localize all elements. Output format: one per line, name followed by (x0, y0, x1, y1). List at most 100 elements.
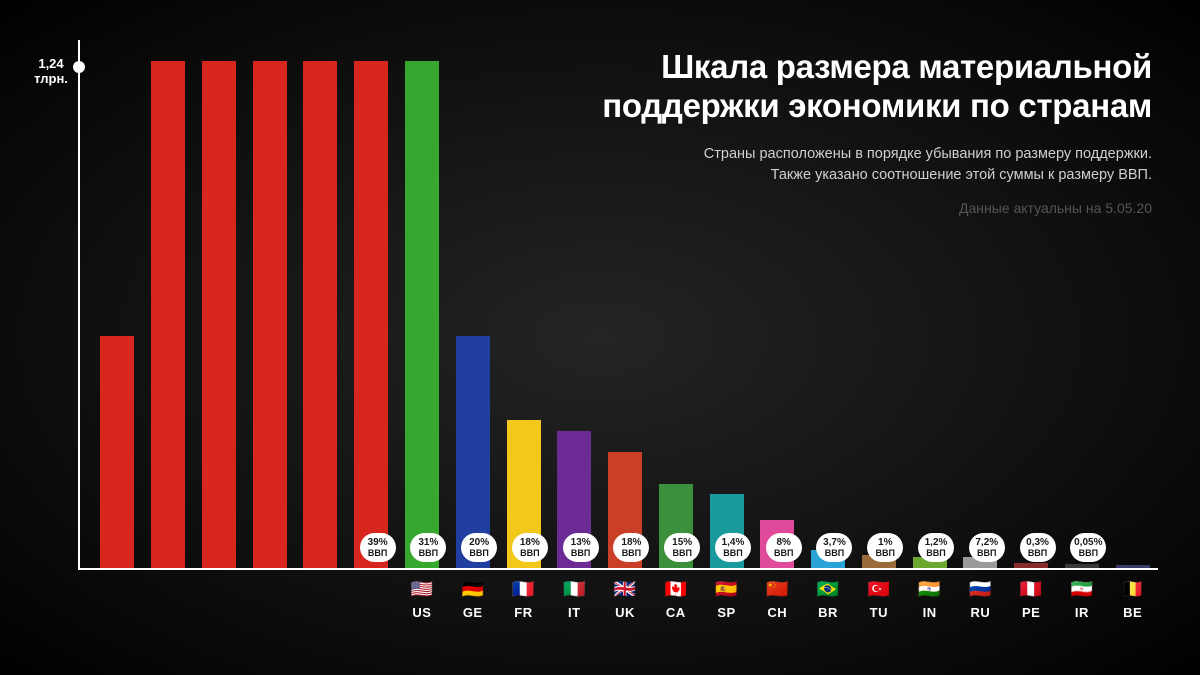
gdp-label: ВВП (918, 549, 954, 558)
bar-slot: 18%ВВП (650, 40, 701, 568)
gdp-badge: 18%ВВП (512, 533, 548, 562)
chart-area: 1,24 тлрн. 39%ВВП31%ВВП20%ВВП18%ВВП13%ВВ… (78, 40, 1158, 570)
gdp-badge: 39%ВВП (360, 533, 396, 562)
x-axis-label: 🇫🇷FR (498, 580, 549, 622)
country-code: US (412, 605, 431, 620)
bar (100, 336, 134, 568)
x-axis-label: 🇧🇪BE (1107, 580, 1158, 622)
bar-slot (143, 40, 194, 568)
x-axis-label: 🇨🇳CH (752, 580, 803, 622)
bar-slot: 1,4%ВВП (752, 40, 803, 568)
gdp-percent: 31% (418, 537, 438, 548)
y-marker-value: 1,24 (38, 56, 63, 71)
flag-icon: 🇩🇪 (447, 580, 498, 598)
flag-icon: 🇺🇸 (397, 580, 448, 598)
bar-slot: 1%ВВП (904, 40, 955, 568)
y-marker-unit: тлрн. (34, 71, 68, 86)
gdp-label: ВВП (512, 549, 548, 558)
bar (151, 61, 185, 568)
flag-icon: 🇨🇦 (650, 580, 701, 598)
gdp-label: ВВП (613, 549, 649, 558)
country-code: PE (1022, 605, 1040, 620)
gdp-badge: 13%ВВП (563, 533, 599, 562)
x-axis-label: 🇬🇧UK (600, 580, 651, 622)
gdp-percent: 18% (520, 537, 540, 548)
bar-slot: 7,2%ВВП (1006, 40, 1057, 568)
gdp-label: ВВП (1070, 549, 1106, 558)
flag-icon: 🇹🇷 (853, 580, 904, 598)
x-axis-label: 🇧🇷 BR (803, 580, 854, 622)
x-axis-label: 🇹🇷 TU (853, 580, 904, 622)
gdp-percent: 1,4% (722, 537, 745, 548)
gdp-percent: 13% (571, 537, 591, 548)
gdp-badge: 18%ВВП (613, 533, 649, 562)
gdp-percent: 15% (672, 537, 692, 548)
bar-slot: 3,7%ВВП (853, 40, 904, 568)
bar (405, 61, 439, 568)
bar (303, 61, 337, 568)
bar (253, 61, 287, 568)
bar-slot: 1,2%ВВП (955, 40, 1006, 568)
bar-slot: 8%ВВП (803, 40, 854, 568)
gdp-badge: 8%ВВП (766, 533, 802, 562)
bar-slot (244, 40, 295, 568)
x-axis-label: 🇪🇸SP (701, 580, 752, 622)
gdp-percent: 39% (368, 537, 388, 548)
gdp-percent: 20% (469, 537, 489, 548)
gdp-percent: 18% (621, 537, 641, 548)
country-code: TU (870, 605, 888, 620)
gdp-percent: 7,2% (975, 537, 998, 548)
gdp-badge: 20%ВВП (461, 533, 497, 562)
x-axis-label: 🇩🇪GE (447, 580, 498, 622)
x-axis-label: 🇨🇦CA (650, 580, 701, 622)
gdp-label: ВВП (766, 549, 802, 558)
gdp-label: ВВП (1020, 549, 1056, 558)
country-code: BR (818, 605, 838, 620)
bar-slot: 20%ВВП (498, 40, 549, 568)
gdp-percent: 1% (878, 537, 892, 548)
bar-slot: 31%ВВП (447, 40, 498, 568)
gdp-badge: 15%ВВП (664, 533, 700, 562)
x-axis-labels: 🇺🇸 US 🇩🇪GE🇫🇷FR🇮🇹IT🇬🇧UK🇨🇦CA🇪🇸SP🇨🇳CH🇧🇷 BR 🇹🇷 TU… (397, 580, 1158, 622)
x-axis-label: 🇺🇸 US (397, 580, 448, 622)
bar-slot (92, 40, 143, 568)
flag-icon: 🇧🇷 (803, 580, 854, 598)
bar-slot: 39%ВВП (397, 40, 448, 568)
country-code: IR (1075, 605, 1089, 620)
flag-icon: 🇷🇺 (955, 580, 1006, 598)
bar-slot (295, 40, 346, 568)
bar-slot (346, 40, 397, 568)
bar-slot (194, 40, 245, 568)
gdp-badge: 1,4%ВВП (715, 533, 751, 562)
bar-slot: 18%ВВП (549, 40, 600, 568)
x-axis-label: 🇷🇺 RU (955, 580, 1006, 622)
gdp-badge: 31%ВВП (410, 533, 446, 562)
gdp-badge: 1,2%ВВП (918, 533, 954, 562)
country-code: BE (1123, 605, 1142, 620)
gdp-percent: 0,3% (1026, 537, 1049, 548)
bar (1116, 565, 1150, 568)
flag-icon: 🇮🇷 (1057, 580, 1108, 598)
country-code: CH (767, 605, 787, 620)
bar-slot: 0,05%ВВП (1107, 40, 1158, 568)
gdp-badge: 0,3%ВВП (1020, 533, 1056, 562)
bar (1065, 564, 1099, 568)
gdp-label: ВВП (867, 549, 903, 558)
country-code: RU (970, 605, 990, 620)
country-code: IN (923, 605, 937, 620)
x-axis-label: 🇮🇳 IN (904, 580, 955, 622)
flag-icon: 🇬🇧 (600, 580, 651, 598)
bar-slot: 0,3%ВВП (1057, 40, 1108, 568)
flag-icon: 🇮🇳 (904, 580, 955, 598)
gdp-label: ВВП (816, 549, 852, 558)
gdp-label: ВВП (410, 549, 446, 558)
y-axis (78, 40, 80, 570)
gdp-badge: 3,7%ВВП (816, 533, 852, 562)
country-code: FR (514, 605, 532, 620)
bar-slot: 15%ВВП (701, 40, 752, 568)
flag-icon: 🇪🇸 (701, 580, 752, 598)
x-axis-label: 🇮🇹IT (549, 580, 600, 622)
gdp-percent: 1,2% (925, 537, 948, 548)
bar (1014, 563, 1048, 568)
country-code: IT (568, 605, 581, 620)
